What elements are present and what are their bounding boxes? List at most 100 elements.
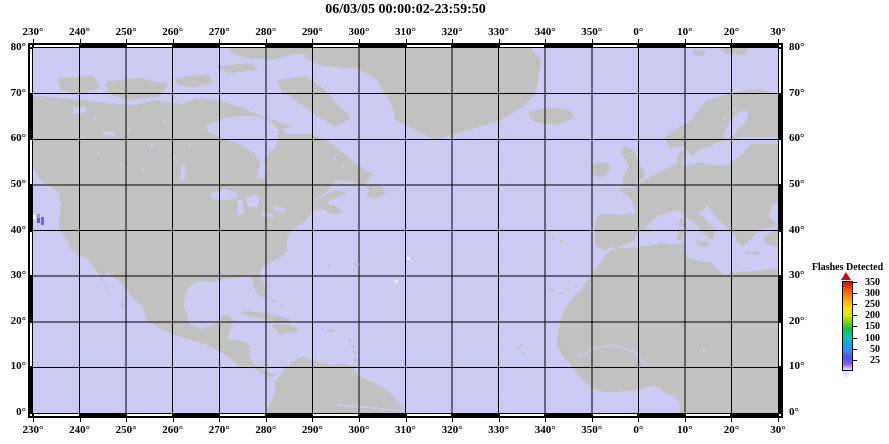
- island-speck: [552, 237, 555, 239]
- frame-segment: [778, 276, 782, 322]
- lake-speck: [163, 120, 166, 122]
- land-svalbard: [721, 48, 749, 55]
- frame-segment: [29, 139, 33, 185]
- axis-tick-bottom: [731, 418, 733, 422]
- frame-segment: [172, 413, 220, 417]
- frame-segment: [33, 413, 80, 417]
- lon-label-top: 290°: [301, 26, 323, 38]
- frame-segment: [29, 48, 33, 94]
- axis-tick-top: [172, 39, 174, 43]
- water-gulf-st-lawrence: [317, 180, 370, 202]
- island-speck: [574, 286, 577, 288]
- frame-segment: [126, 413, 173, 417]
- map-canvas: [33, 48, 778, 413]
- lat-label-right: 60°: [789, 132, 805, 145]
- frame-segment: [29, 367, 33, 413]
- lat-label-left: 50°: [10, 177, 26, 190]
- frame-segment: [29, 321, 33, 368]
- lon-label-top: 10°: [677, 26, 693, 38]
- water-gulf-of-bothnia: [723, 110, 749, 139]
- lon-label-top: 350°: [581, 26, 603, 38]
- lon-label-top: 330°: [488, 26, 510, 38]
- axis-tick-top: [126, 39, 128, 43]
- axis-tick-bottom: [452, 418, 454, 422]
- frame-segment: [638, 44, 685, 48]
- lat-label-left: 20°: [10, 314, 26, 327]
- lon-label-top: 310°: [395, 26, 416, 38]
- colorbar-tick-label: 200: [865, 310, 880, 322]
- land-europe: [594, 144, 778, 251]
- lon-label-top: 270°: [208, 26, 230, 38]
- axis-tick-bottom: [312, 418, 314, 422]
- land-north-america: [33, 96, 373, 377]
- colorbar-tick-label: 300: [865, 288, 880, 300]
- axis-tick-bottom: [684, 418, 686, 422]
- lon-label-bottom: 320°: [441, 424, 463, 436]
- lon-label-top: 320°: [441, 26, 463, 38]
- water-lake-huron: [245, 194, 260, 208]
- lake-speck: [141, 170, 144, 172]
- frame-segment: [358, 413, 406, 417]
- colorbar-tick: [853, 315, 857, 317]
- frame-segment: [29, 413, 33, 417]
- frame-segment: [172, 44, 220, 48]
- water-lake-erie: [260, 211, 276, 218]
- colorbar-tick: [853, 337, 857, 339]
- axis-tick-top: [684, 39, 686, 43]
- axis-tick-top: [79, 39, 81, 43]
- land-devon-island: [215, 63, 257, 73]
- flash-detection-pixel: [41, 217, 44, 225]
- lon-label-top: 280°: [255, 26, 277, 38]
- colorbar-tick: [853, 348, 857, 350]
- lon-label-top: 230°: [22, 26, 44, 38]
- lake-speck: [151, 144, 154, 146]
- frame-segment: [29, 93, 33, 140]
- flash-detection-pixel: [356, 263, 359, 266]
- lake-speck: [97, 152, 100, 154]
- axis-tick-bottom: [126, 418, 128, 422]
- frame-segment: [778, 367, 782, 413]
- lon-label-bottom: 10°: [677, 424, 693, 436]
- island-speck: [354, 358, 357, 361]
- lon-label-bottom: 20°: [723, 424, 740, 436]
- frame-segment: [684, 413, 732, 417]
- plot-title: 06/03/05 00:00:02-23:59:50: [325, 2, 486, 17]
- land-prince-of-wales-island: [175, 74, 213, 88]
- island-speck: [522, 352, 525, 354]
- flash-detection-pixel: [37, 218, 40, 223]
- lon-label-bottom: 300°: [348, 424, 370, 436]
- lat-label-right: 40°: [789, 223, 805, 236]
- axis-tick-top: [33, 39, 34, 43]
- land-africa: [557, 243, 778, 413]
- colorbar-tick: [853, 326, 857, 328]
- lat-label-left: 60°: [10, 132, 26, 145]
- colorbar-tick-label: 350: [865, 277, 880, 288]
- lon-label-top: 340°: [534, 26, 556, 38]
- island-speck: [516, 347, 519, 349]
- land-iceland: [528, 107, 574, 125]
- water-hudson-strait: [283, 126, 329, 138]
- island-speck: [567, 288, 570, 290]
- land-ireland: [591, 162, 610, 178]
- lat-label-left: 40°: [10, 223, 26, 236]
- lake-speck: [173, 156, 176, 158]
- lake-speck: [741, 123, 744, 125]
- inland-water-layer: [73, 106, 778, 352]
- frame-segment: [778, 413, 782, 417]
- axis-tick-top: [731, 39, 733, 43]
- frame-segment: [405, 413, 453, 417]
- frame-segment: [29, 44, 33, 48]
- frame-segment: [452, 44, 499, 48]
- frame-segment: [778, 184, 782, 231]
- lake-speck: [119, 164, 122, 166]
- frame-segment: [219, 413, 266, 417]
- colorbar-tick: [853, 359, 857, 361]
- axis-tick-top: [638, 39, 640, 43]
- land-south-america: [266, 357, 405, 413]
- lat-label-right: 80°: [789, 41, 805, 53]
- lake-speck: [333, 156, 336, 158]
- water-baltic-sea: [693, 137, 778, 164]
- water-hudson-bay: [205, 116, 279, 178]
- lon-label-top: 250°: [115, 26, 137, 38]
